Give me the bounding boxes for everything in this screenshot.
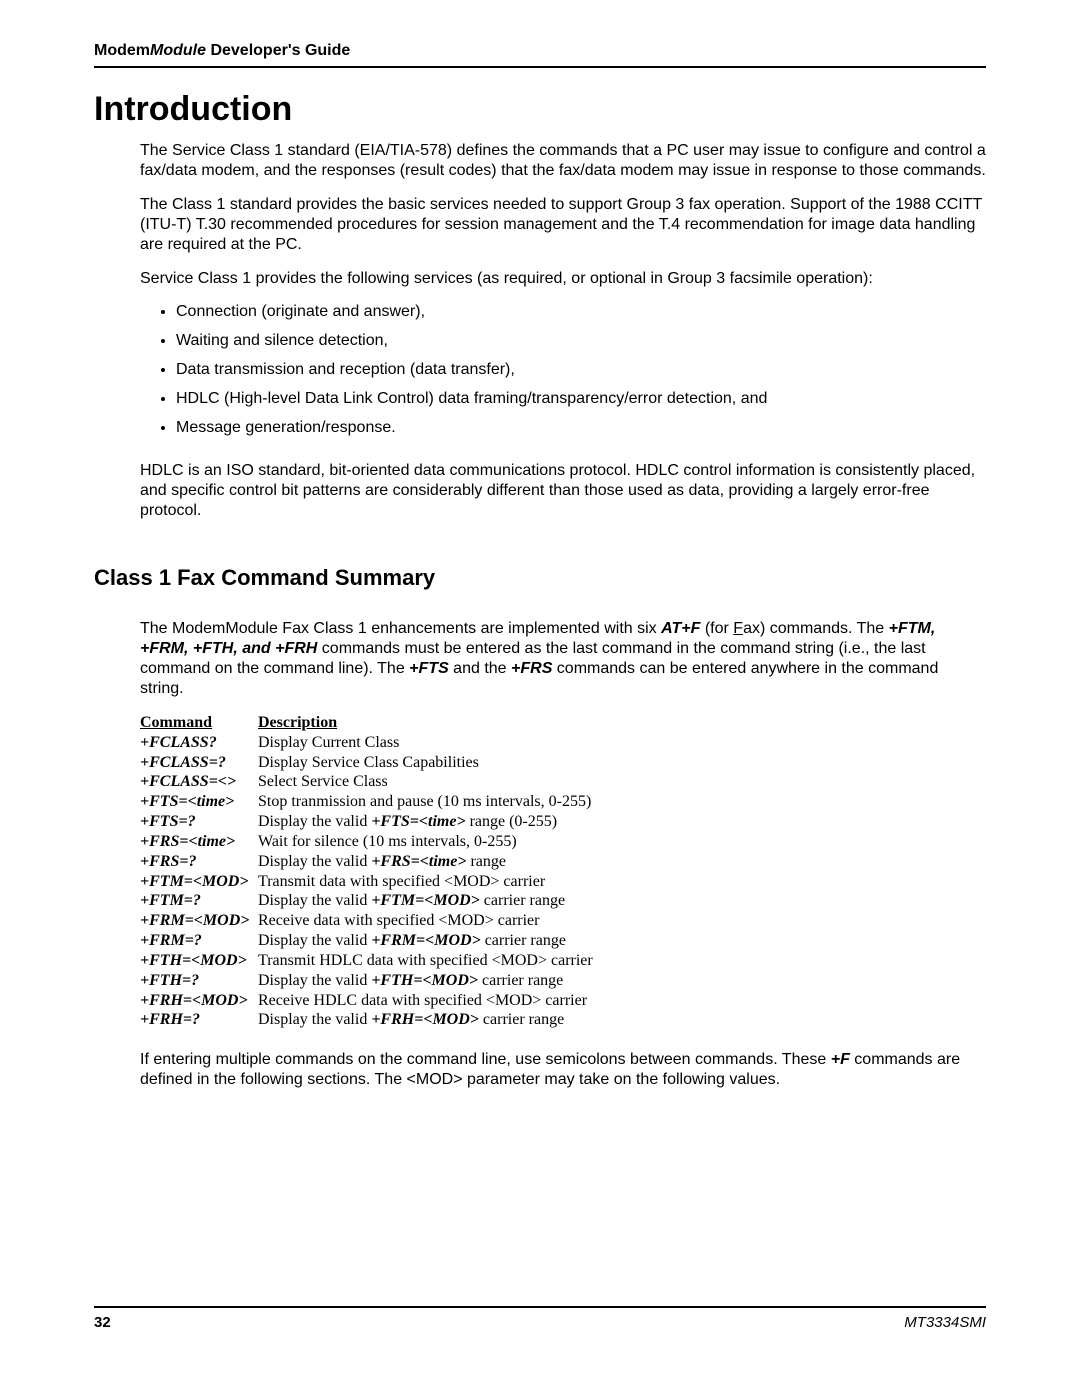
description-cell: Stop tranmission and pause (10 ms interv… <box>258 792 986 812</box>
text-run: +F <box>831 1051 850 1068</box>
command-cell: +FCLASS? <box>140 733 258 753</box>
body-content: The Service Class 1 standard (EIA/TIA-57… <box>140 141 986 521</box>
table-row: +FRM=?Display the valid +FRM=<MOD> carri… <box>140 931 986 951</box>
description-cell: Display the valid +FRS=<time> range <box>258 852 986 872</box>
text-run: AT+F <box>661 620 700 637</box>
page-footer: 32 MT3334SMI <box>94 1306 986 1331</box>
text-run: If entering multiple commands on the com… <box>140 1051 831 1068</box>
description-cell: Receive data with specified <MOD> carrie… <box>258 911 986 931</box>
command-table: Command Description +FCLASS?Display Curr… <box>140 713 986 1030</box>
command-cell: +FTH=<MOD> <box>140 951 258 971</box>
table-row: +FRS=<time>Wait for silence (10 ms inter… <box>140 832 986 852</box>
table-row: +FTS=<time>Stop tranmission and pause (1… <box>140 792 986 812</box>
table-header-row: Command Description <box>140 713 986 733</box>
page-number: 32 <box>94 1314 111 1331</box>
text-run: (for <box>700 620 733 637</box>
table-row: +FRH=<MOD>Receive HDLC data with specifi… <box>140 991 986 1011</box>
command-cell: +FTM=<MOD> <box>140 872 258 892</box>
table-row: +FCLASS?Display Current Class <box>140 733 986 753</box>
table-row: +FRS=?Display the valid +FRS=<time> rang… <box>140 852 986 872</box>
description-cell: Transmit data with specified <MOD> carri… <box>258 872 986 892</box>
list-item: Connection (originate and answer), <box>176 303 986 321</box>
document-id: MT3334SMI <box>904 1314 986 1331</box>
table-row: +FTM=<MOD>Transmit data with specified <… <box>140 872 986 892</box>
command-cell: +FCLASS=<> <box>140 772 258 792</box>
paragraph: The Service Class 1 standard (EIA/TIA-57… <box>140 141 986 181</box>
table-row: +FTH=?Display the valid +FTH=<MOD> carri… <box>140 971 986 991</box>
command-cell: +FRH=? <box>140 1010 258 1030</box>
description-cell: Display the valid +FTS=<time> range (0-2… <box>258 812 986 832</box>
service-list: Connection (originate and answer), Waiti… <box>140 303 986 437</box>
description-cell: Display Current Class <box>258 733 986 753</box>
table-row: +FCLASS=?Display Service Class Capabilit… <box>140 753 986 773</box>
description-cell: Display the valid +FTH=<MOD> carrier ran… <box>258 971 986 991</box>
page-title: Introduction <box>94 90 986 129</box>
description-cell: Receive HDLC data with specified <MOD> c… <box>258 991 986 1011</box>
text-run: and the <box>449 660 511 677</box>
table-row: +FTM=?Display the valid +FTM=<MOD> carri… <box>140 891 986 911</box>
paragraph: If entering multiple commands on the com… <box>140 1050 986 1090</box>
command-cell: +FCLASS=? <box>140 753 258 773</box>
description-cell: Display the valid +FRM=<MOD> carrier ran… <box>258 931 986 951</box>
text-run: +FTS <box>409 660 449 677</box>
list-item: HDLC (High-level Data Link Control) data… <box>176 390 986 408</box>
paragraph: Service Class 1 provides the following s… <box>140 269 986 289</box>
description-cell: Wait for silence (10 ms intervals, 0-255… <box>258 832 986 852</box>
section-heading: Class 1 Fax Command Summary <box>94 565 986 591</box>
table-row: +FTH=<MOD>Transmit HDLC data with specif… <box>140 951 986 971</box>
command-cell: +FTH=? <box>140 971 258 991</box>
description-cell: Display Service Class Capabilities <box>258 753 986 773</box>
table-header-description: Description <box>258 713 986 733</box>
text-run: The ModemModule Fax Class 1 enhancements… <box>140 620 661 637</box>
table-row: +FTS=?Display the valid +FTS=<time> rang… <box>140 812 986 832</box>
header-suffix: Developer's Guide <box>206 42 350 59</box>
text-run: +FRS <box>511 660 552 677</box>
command-cell: +FTS=? <box>140 812 258 832</box>
page-header: ModemModule Developer's Guide <box>94 42 986 68</box>
table-header-command: Command <box>140 713 258 733</box>
command-cell: +FRS=<time> <box>140 832 258 852</box>
text-run: ax) commands. The <box>743 620 889 637</box>
section-body: The ModemModule Fax Class 1 enhancements… <box>140 619 986 1090</box>
list-item: Message generation/response. <box>176 419 986 437</box>
header-italic: Module <box>150 42 206 59</box>
list-item: Data transmission and reception (data tr… <box>176 361 986 379</box>
description-cell: Transmit HDLC data with specified <MOD> … <box>258 951 986 971</box>
list-item: Waiting and silence detection, <box>176 332 986 350</box>
command-cell: +FRS=? <box>140 852 258 872</box>
paragraph: The ModemModule Fax Class 1 enhancements… <box>140 619 986 699</box>
description-cell: Display the valid +FTM=<MOD> carrier ran… <box>258 891 986 911</box>
table-row: +FCLASS=<>Select Service Class <box>140 772 986 792</box>
command-cell: +FRM=? <box>140 931 258 951</box>
header-prefix: Modem <box>94 42 150 59</box>
command-cell: +FRH=<MOD> <box>140 991 258 1011</box>
command-cell: +FTM=? <box>140 891 258 911</box>
description-cell: Display the valid +FRH=<MOD> carrier ran… <box>258 1010 986 1030</box>
command-cell: +FTS=<time> <box>140 792 258 812</box>
text-run: F <box>733 620 743 637</box>
table-row: +FRH=?Display the valid +FRH=<MOD> carri… <box>140 1010 986 1030</box>
table-row: +FRM=<MOD>Receive data with specified <M… <box>140 911 986 931</box>
description-cell: Select Service Class <box>258 772 986 792</box>
paragraph: HDLC is an ISO standard, bit-oriented da… <box>140 461 986 521</box>
paragraph: The Class 1 standard provides the basic … <box>140 195 986 255</box>
document-page: ModemModule Developer's Guide Introducti… <box>0 0 1080 1397</box>
command-cell: +FRM=<MOD> <box>140 911 258 931</box>
